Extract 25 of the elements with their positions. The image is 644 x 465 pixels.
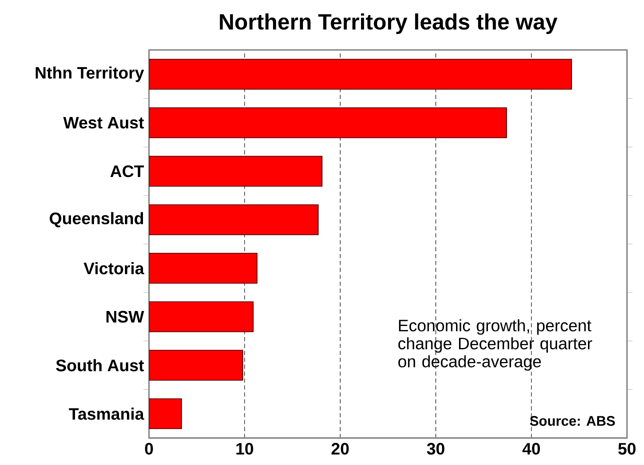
y-tick-label: Tasmania [68,408,144,420]
annotation: Source: ABS [530,416,615,426]
x-tick-label: 20 [332,442,349,455]
bar [149,350,244,381]
x-tick-label: 50 [618,442,636,455]
y-tick-label: Victoria [84,262,144,274]
y-tick-label: West Aust [63,116,144,129]
chart-title: Northern Territory leads the way [220,13,558,34]
bar [149,301,254,332]
x-tick-label: 10 [236,442,254,455]
bar [149,252,258,284]
y-tick-label: Nthn Territory [36,66,144,82]
y-tick-label: South Aust [56,359,144,372]
annotation: Economic growth, percent change December quarter on decade-average [398,319,592,371]
y-tick-label: NSW [106,310,144,323]
bar [149,156,322,187]
bar [149,107,507,138]
bar [149,398,182,430]
bar [149,204,319,236]
y-tick-label: Queensland [50,212,144,228]
x-tick-label: 30 [426,442,444,455]
y-tick-label: ACT [110,165,144,178]
bar [149,58,572,90]
x-tick-label: 40 [522,442,540,455]
x-tick-label: 0 [145,442,153,455]
